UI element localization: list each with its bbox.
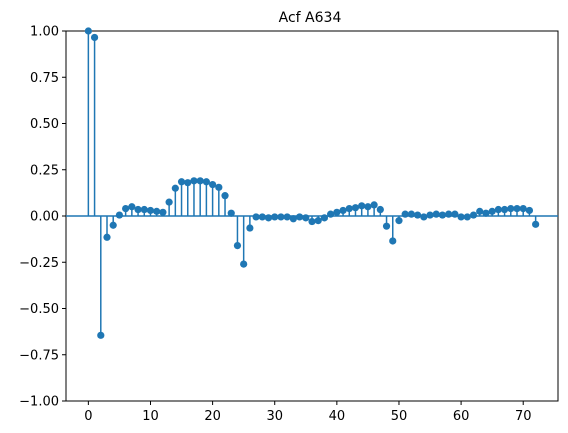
- acf-point: [295, 213, 304, 221]
- acf-point: [345, 205, 353, 213]
- acf-point: [519, 205, 527, 213]
- acf-point: [246, 224, 254, 232]
- acf-point: [339, 206, 347, 215]
- acf-point: [333, 208, 341, 216]
- acf-point: [196, 177, 204, 185]
- y-tick-label: 0.50: [30, 117, 59, 132]
- y-tick-label: −0.25: [19, 256, 59, 271]
- x-tick-label: 70: [515, 409, 532, 424]
- acf-point: [209, 180, 217, 189]
- acf-point: [202, 178, 210, 186]
- acf-point: [97, 331, 105, 339]
- acf-point: [90, 33, 99, 42]
- acf-point: [140, 205, 148, 214]
- acf-point: [426, 211, 434, 219]
- acf-point: [215, 183, 223, 191]
- acf-point: [351, 204, 360, 212]
- acf-point: [420, 213, 428, 221]
- acf-point: [327, 210, 335, 218]
- acf-point: [389, 237, 397, 245]
- y-tick-label: −1.00: [19, 395, 59, 410]
- acf-point: [476, 207, 484, 215]
- x-tick-label: 30: [266, 409, 283, 424]
- acf-point: [153, 207, 161, 215]
- acf-point: [513, 205, 521, 213]
- chart-title: Acf A634: [279, 10, 342, 26]
- x-tick-label: 0: [84, 409, 92, 424]
- acf-point: [314, 217, 322, 225]
- acf-point: [277, 213, 285, 221]
- acf-point: [507, 205, 515, 213]
- y-tick-label: 1.00: [30, 25, 59, 40]
- acf-point: [308, 217, 316, 226]
- acf-point: [289, 215, 297, 223]
- x-tick-label: 50: [391, 409, 408, 424]
- acf-point: [146, 206, 155, 215]
- acf-point: [457, 213, 465, 221]
- acf-point: [264, 214, 273, 222]
- acf-point: [500, 205, 509, 214]
- stems-layer: [87, 31, 537, 336]
- acf-point: [445, 210, 453, 218]
- acf-point: [171, 184, 179, 192]
- acf-point: [84, 27, 92, 35]
- acf-point: [184, 179, 192, 187]
- acf-point: [159, 208, 167, 216]
- x-tick-label: 20: [204, 409, 221, 424]
- acf-point: [134, 205, 142, 214]
- acf-point: [109, 221, 117, 229]
- x-tick-label: 10: [142, 409, 159, 424]
- acf-point: [376, 205, 384, 214]
- acf-point: [233, 242, 242, 250]
- acf-point: [221, 192, 229, 200]
- acf-point: [320, 214, 329, 222]
- acf-point: [407, 210, 415, 218]
- acf-point: [438, 211, 447, 219]
- y-tick-label: −0.75: [19, 348, 59, 363]
- y-tick-label: 0.25: [30, 163, 59, 178]
- acf-point: [382, 222, 391, 230]
- acf-point: [364, 203, 372, 211]
- acf-point: [525, 206, 534, 215]
- x-tick-label: 60: [453, 409, 470, 424]
- acf-point: [482, 209, 490, 217]
- markers-layer: [84, 27, 540, 339]
- x-axis: 0 10 20 30 40 50 60 70: [84, 401, 531, 424]
- acf-point: [122, 205, 130, 213]
- y-tick-label: 0.00: [30, 210, 59, 225]
- acf-point: [401, 210, 409, 218]
- acf-point: [103, 233, 111, 241]
- y-tick-label: 0.75: [30, 71, 59, 86]
- acf-point: [532, 220, 540, 228]
- acf-point: [370, 201, 378, 209]
- acf-point: [488, 207, 496, 215]
- y-axis: 1.00 0.75 0.50 0.25 0.00 −0.25 −0.50 −0.75 −1.00: [19, 25, 66, 410]
- y-tick-label: −0.50: [19, 302, 59, 317]
- acf-point: [190, 177, 198, 185]
- acf-point: [432, 210, 440, 218]
- acf-point: [494, 205, 502, 214]
- acf-point: [177, 178, 186, 186]
- acf-point: [128, 203, 136, 211]
- acf-point: [414, 211, 422, 219]
- acf-point: [302, 214, 310, 222]
- acf-point: [395, 217, 403, 225]
- acf-point: [240, 260, 248, 268]
- acf-point: [271, 213, 279, 221]
- acf-point: [258, 213, 266, 221]
- acf-point: [451, 210, 459, 218]
- acf-point: [227, 209, 235, 217]
- acf-point: [165, 198, 173, 206]
- acf-point: [283, 213, 291, 221]
- acf-point: [252, 213, 260, 221]
- acf-point: [469, 211, 478, 219]
- acf-point: [463, 213, 471, 221]
- acf-point: [358, 202, 366, 210]
- x-tick-label: 40: [329, 409, 346, 424]
- acf-point: [115, 211, 124, 219]
